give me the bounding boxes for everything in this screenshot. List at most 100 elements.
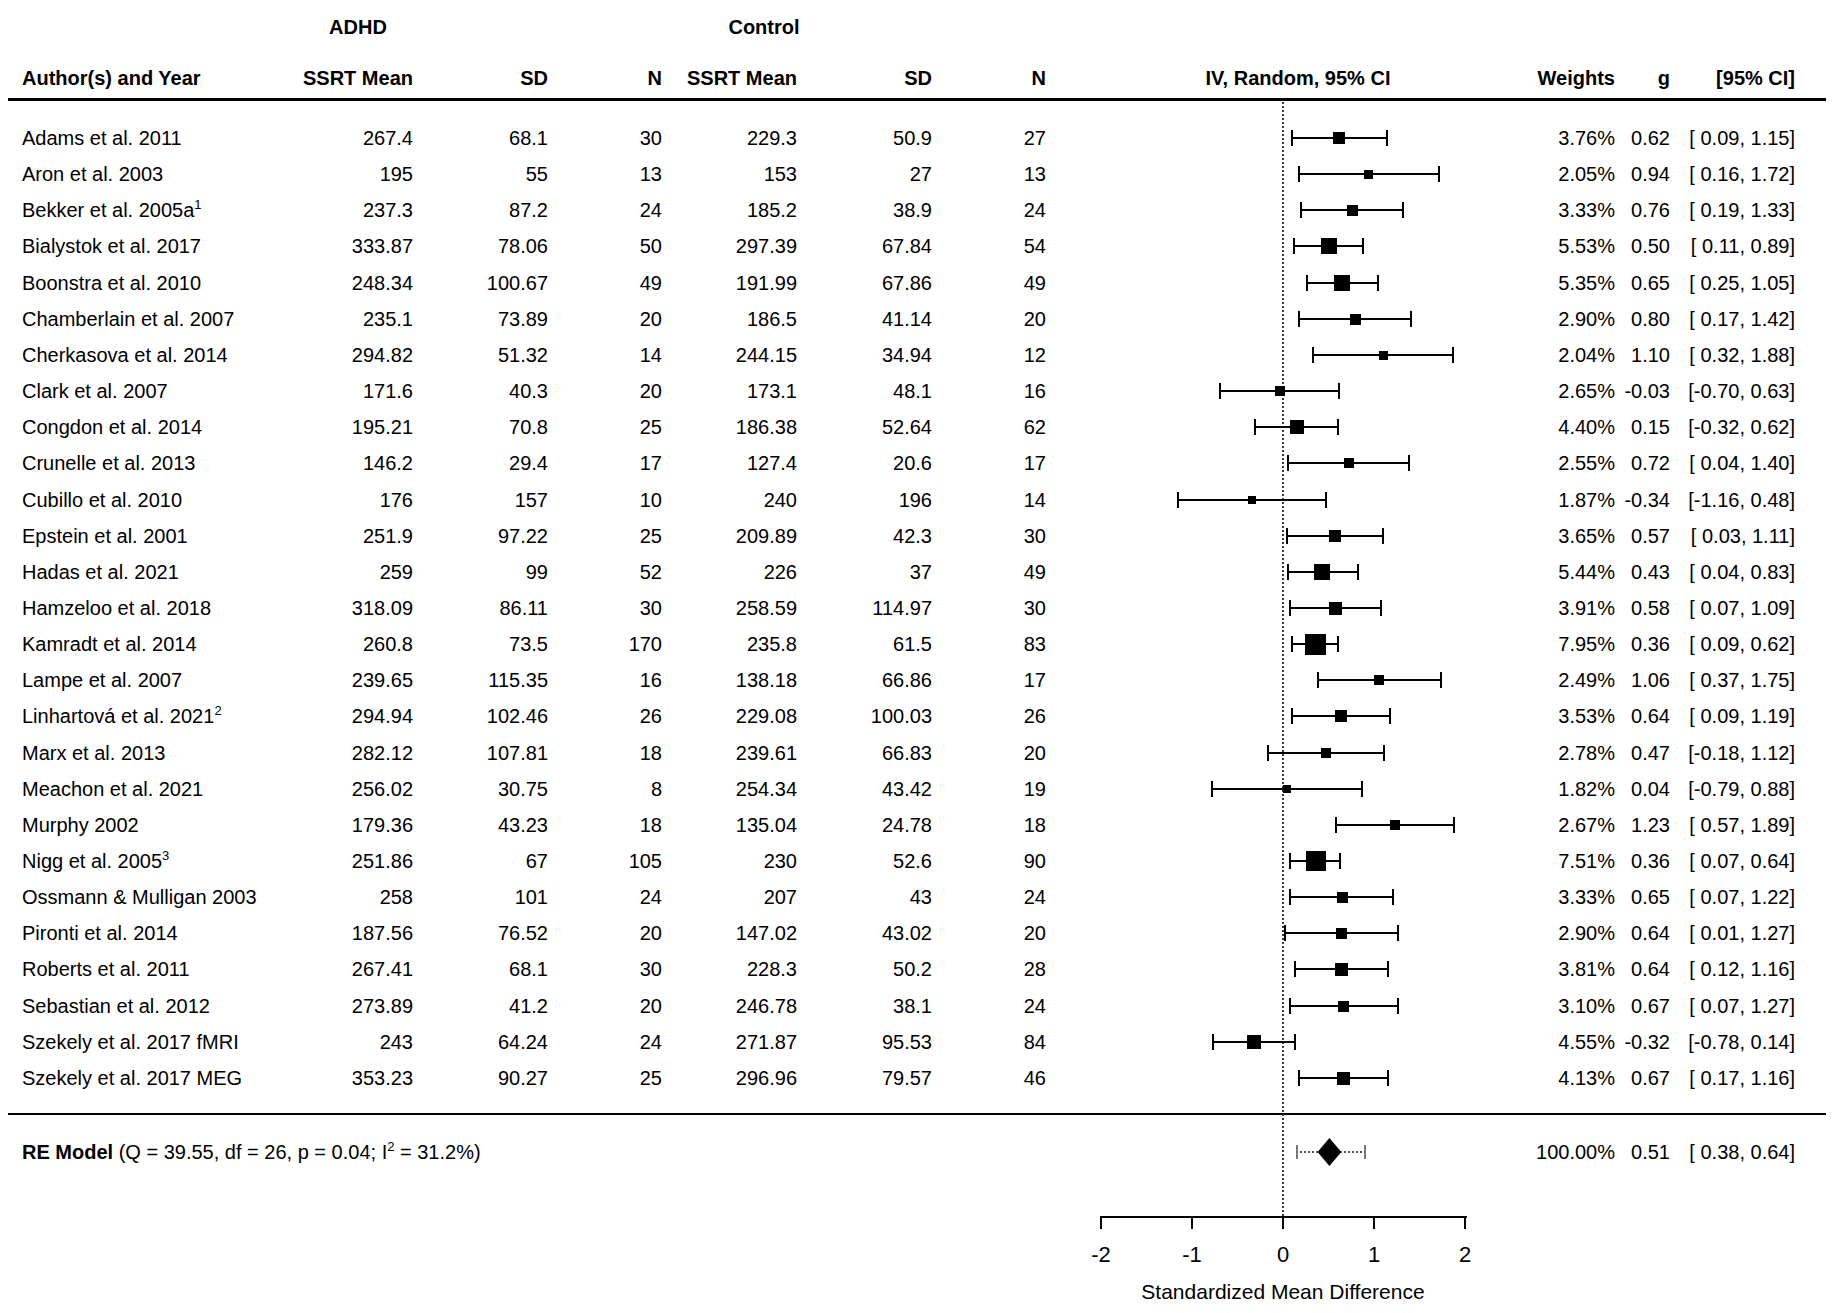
study-author: Cubillo et al. 2010	[22, 482, 182, 518]
ci-text: [ 0.09, 0.62]	[1575, 626, 1795, 662]
study-author: Meachon et al. 2021	[22, 771, 203, 807]
group-header-control: Control	[728, 16, 799, 39]
effect-square	[1283, 785, 1291, 793]
control-n: 19	[886, 771, 1046, 807]
ci-cap	[1337, 636, 1339, 652]
effect-square	[1306, 851, 1326, 871]
control-n: 46	[886, 1060, 1046, 1096]
control-n: 17	[886, 445, 1046, 481]
ci-text: [ 0.16, 1.72]	[1575, 156, 1795, 192]
study-author: Nigg et al. 20053	[22, 843, 169, 879]
ci-cap	[1397, 998, 1399, 1014]
column-header-control-n: N	[886, 67, 1046, 90]
study-author: Crunelle et al. 2013	[22, 445, 195, 481]
ci-cap	[1298, 311, 1300, 327]
effect-square	[1338, 1001, 1349, 1012]
ci-cap	[1382, 528, 1384, 544]
control-n: 49	[886, 554, 1046, 590]
ci-cap	[1286, 528, 1288, 544]
study-author: Marx et al. 2013	[22, 735, 165, 771]
ci-text: [ 0.09, 1.15]	[1575, 120, 1795, 156]
x-axis-tick-label: -1	[1182, 1242, 1202, 1268]
study-author: Kamradt et al. 2014	[22, 626, 197, 662]
control-n: 62	[886, 409, 1046, 445]
ci-text: [ 0.57, 1.89]	[1575, 807, 1795, 843]
ci-text: [ 0.17, 1.42]	[1575, 301, 1795, 337]
x-axis-title: Standardized Mean Difference	[1141, 1280, 1424, 1304]
ci-cap	[1289, 998, 1291, 1014]
effect-square	[1390, 820, 1400, 830]
x-axis-tick-label: 0	[1277, 1242, 1289, 1268]
effect-square	[1305, 634, 1326, 655]
ci-cap	[1387, 961, 1389, 977]
header-rule	[8, 98, 1826, 101]
ci-text: [-0.18, 1.12]	[1575, 735, 1795, 771]
group-header-adhd: ADHD	[329, 16, 387, 39]
ci-text: [ 0.01, 1.27]	[1575, 915, 1795, 951]
ci-cap	[1380, 600, 1382, 616]
ci-text: [ 0.17, 1.16]	[1575, 1060, 1795, 1096]
ci-cap	[1294, 961, 1296, 977]
x-axis-tick	[1373, 1216, 1375, 1229]
effect-square	[1344, 458, 1354, 468]
ci-text: [ 0.12, 1.16]	[1575, 951, 1795, 987]
ci-cap	[1312, 347, 1314, 363]
ci-cap	[1294, 1034, 1296, 1050]
ci-cap	[1338, 383, 1340, 399]
ci-cap	[1325, 492, 1327, 508]
effect-square	[1290, 420, 1304, 434]
control-n: 30	[886, 518, 1046, 554]
author-superscript: 3	[162, 848, 169, 863]
x-axis-tick	[1282, 1216, 1284, 1229]
x-axis-line	[1101, 1216, 1467, 1218]
ci-cap	[1291, 708, 1293, 724]
control-n: 18	[886, 807, 1046, 843]
effect-square	[1321, 238, 1337, 254]
control-n: 28	[886, 951, 1046, 987]
author-superscript: 1	[194, 197, 201, 212]
x-axis-tick-label: -2	[1091, 1242, 1111, 1268]
ci-text: [ 0.03, 1.11]	[1575, 518, 1795, 554]
effect-square	[1350, 314, 1361, 325]
control-n: 24	[886, 879, 1046, 915]
study-author: Bialystok et al. 2017	[22, 228, 201, 264]
effect-square	[1329, 602, 1342, 615]
study-author: Bekker et al. 2005a1	[22, 192, 202, 228]
ci-text: [-0.32, 0.62]	[1575, 409, 1795, 445]
control-n: 27	[886, 120, 1046, 156]
effect-square	[1337, 892, 1348, 903]
ci-text: [-0.70, 0.63]	[1575, 373, 1795, 409]
ci-cap	[1289, 600, 1291, 616]
effect-square	[1333, 132, 1345, 144]
ci-cap	[1362, 238, 1364, 254]
study-author: Szekely et al. 2017 MEG	[22, 1060, 242, 1096]
effect-square	[1275, 386, 1285, 396]
summary-ci-text: [ 0.38, 0.64]	[1575, 1134, 1795, 1170]
forest-plot: ADHD Control Author(s) and Year SSRT Mea…	[0, 0, 1834, 1313]
column-header-forest: IV, Random, 95% CI	[1206, 67, 1391, 90]
ci-cap	[1287, 455, 1289, 471]
ci-cap	[1298, 1070, 1300, 1086]
ci-cap	[1284, 925, 1286, 941]
ci-cap	[1335, 817, 1337, 833]
ci-cap	[1293, 238, 1295, 254]
effect-square	[1321, 748, 1331, 758]
study-author: Chamberlain et al. 2007	[22, 301, 234, 337]
re-model-stats-pre: (Q = 39.55, df = 26, p = 0.04; I	[113, 1141, 387, 1163]
ci-cap	[1410, 311, 1412, 327]
control-n: 30	[886, 590, 1046, 626]
ci-cap	[1317, 672, 1319, 688]
control-n: 90	[886, 843, 1046, 879]
study-author: Boonstra et al. 2010	[22, 265, 201, 301]
effect-square	[1335, 710, 1347, 722]
study-author: Adams et al. 2011	[22, 120, 182, 156]
ci-cap	[1254, 419, 1256, 435]
study-author: Hadas et al. 2021	[22, 554, 179, 590]
effect-square	[1334, 275, 1350, 291]
author-superscript: 2	[214, 703, 221, 718]
ci-text: [ 0.09, 1.19]	[1575, 698, 1795, 734]
summary-rule	[8, 1113, 1826, 1115]
column-header-author: Author(s) and Year	[22, 67, 201, 90]
study-author: Pironti et al. 2014	[22, 915, 178, 951]
x-axis-tick	[1100, 1216, 1102, 1229]
